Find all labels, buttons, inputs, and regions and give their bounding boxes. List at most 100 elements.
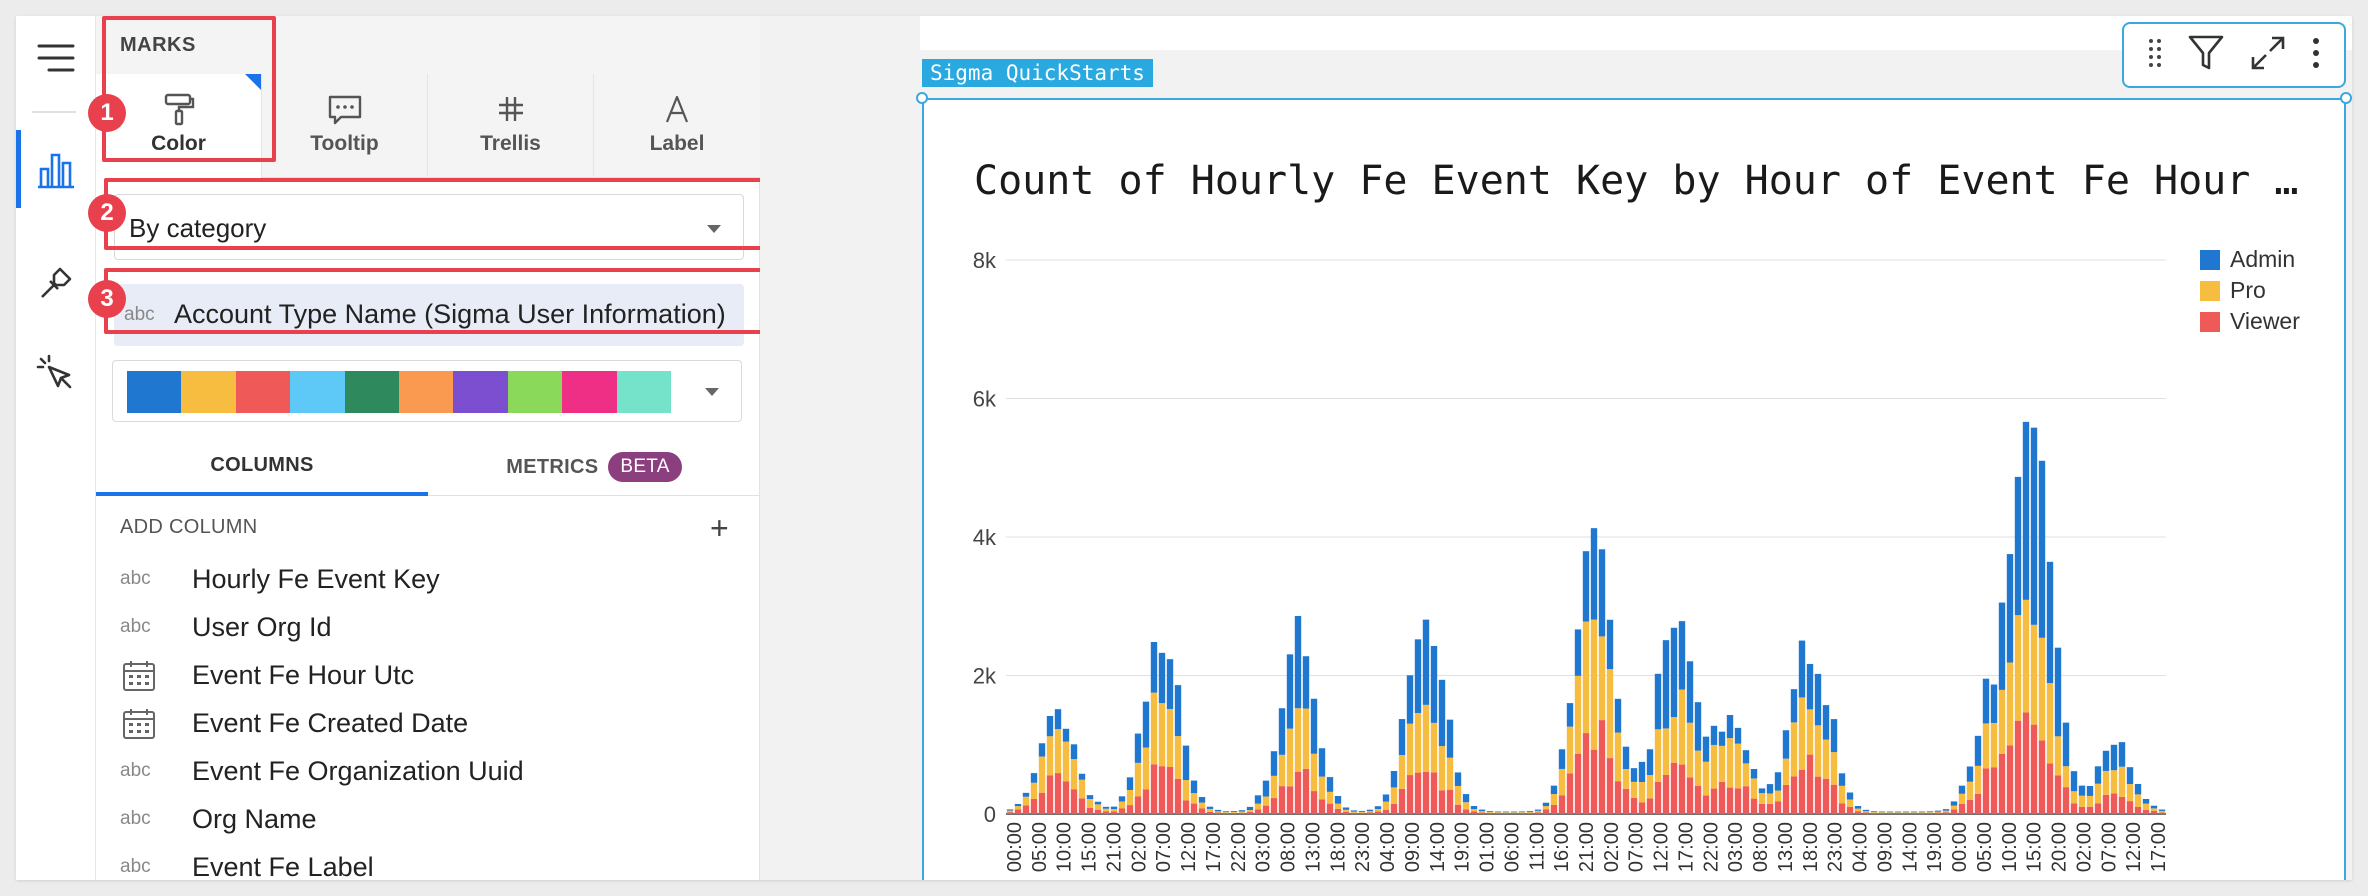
bar-segment-pro bbox=[2158, 810, 2166, 813]
tab-columns[interactable]: COLUMNS bbox=[96, 438, 428, 496]
bar-segment-pro bbox=[1302, 708, 1310, 769]
text-type-icon: abc bbox=[120, 808, 151, 829]
column-list-item[interactable]: abc Event Fe Label bbox=[96, 844, 760, 880]
color-mode-value: By category bbox=[129, 213, 267, 243]
bar-segment-viewer bbox=[1998, 754, 2006, 814]
bar-segment-viewer bbox=[1614, 781, 1622, 814]
palette-picker[interactable] bbox=[112, 360, 742, 422]
active-indicator bbox=[16, 130, 21, 208]
more-vertical-icon[interactable] bbox=[2311, 36, 2321, 75]
bar-segment-pro bbox=[1694, 750, 1702, 787]
bar-segment-admin bbox=[1958, 785, 1966, 794]
annotation-badge-3: 3 bbox=[88, 280, 126, 318]
bar-segment-admin bbox=[1918, 811, 1926, 813]
x-tick-label: 17:00 bbox=[1675, 822, 1697, 872]
menu-icon[interactable] bbox=[16, 26, 96, 90]
bar-segment-pro bbox=[1678, 689, 1686, 765]
bar-segment-admin bbox=[1302, 656, 1310, 709]
bar-segment-pro bbox=[1446, 757, 1454, 790]
filter-icon[interactable] bbox=[2188, 34, 2224, 77]
bar-segment-admin bbox=[1558, 749, 1566, 769]
legend-swatch bbox=[2200, 250, 2220, 270]
bar-segment-viewer bbox=[1846, 806, 1854, 814]
bar-segment-viewer bbox=[2014, 720, 2022, 814]
palette-swatch bbox=[562, 371, 617, 413]
bar-segment-viewer bbox=[1758, 803, 1766, 814]
bar-segment-admin bbox=[1902, 811, 1910, 813]
bar-segment-admin bbox=[1598, 549, 1606, 637]
bar-segment-admin bbox=[1214, 809, 1222, 812]
bar-segment-pro bbox=[1902, 812, 1910, 813]
bar-chart-icon[interactable] bbox=[16, 137, 96, 201]
bar-segment-viewer bbox=[1438, 790, 1446, 814]
bar-segment-viewer bbox=[1086, 807, 1094, 814]
bar-segment-admin bbox=[1782, 730, 1790, 759]
bar-segment-viewer bbox=[1150, 764, 1158, 814]
bar-segment-viewer bbox=[1406, 775, 1414, 814]
bar-segment-admin bbox=[1486, 811, 1494, 813]
bar-segment-viewer bbox=[2062, 787, 2070, 814]
tab-tooltip-label: Tooltip bbox=[310, 132, 379, 155]
bar-segment-pro bbox=[1230, 812, 1238, 813]
bar-segment-pro bbox=[1222, 812, 1230, 813]
bar-segment-viewer bbox=[1814, 776, 1822, 814]
paint-brush-icon[interactable] bbox=[16, 251, 96, 315]
x-tick-label: 06:00 bbox=[1501, 822, 1523, 872]
bar-segment-viewer bbox=[1878, 812, 1886, 814]
bar-segment-pro bbox=[1398, 755, 1406, 789]
column-list-item[interactable]: abc Hourly Fe Event Key bbox=[96, 556, 760, 604]
bar-segment-pro bbox=[1350, 811, 1358, 813]
bar-segment-viewer bbox=[2110, 793, 2118, 814]
bar-segment-pro bbox=[1278, 754, 1286, 787]
bar-segment-viewer bbox=[2070, 803, 2078, 814]
bar-segment-viewer bbox=[1766, 803, 1774, 814]
speech-bubble-icon bbox=[327, 92, 363, 126]
resize-handle[interactable] bbox=[2340, 92, 2352, 104]
bar-segment-admin bbox=[1526, 810, 1534, 812]
bar-segment-admin bbox=[1702, 736, 1710, 762]
bar-segment-viewer bbox=[1790, 776, 1798, 814]
bar-segment-admin bbox=[1894, 811, 1902, 813]
color-by-field-name: Account Type Name (Sigma User Informatio… bbox=[174, 299, 726, 329]
column-list-item[interactable]: abc Org Name bbox=[96, 796, 760, 844]
column-list-item[interactable]: abc Event Fe Organization Uuid bbox=[96, 748, 760, 796]
tab-trellis[interactable]: Trellis bbox=[428, 74, 594, 178]
tab-label[interactable]: Label bbox=[594, 74, 760, 178]
bar-segment-pro bbox=[1878, 812, 1886, 813]
bar-segment-viewer bbox=[1958, 803, 1966, 814]
column-list-item[interactable]: Event Fe Created Date bbox=[96, 700, 760, 748]
column-list-item[interactable]: abc User Org Id bbox=[96, 604, 760, 652]
interaction-cursor-icon[interactable] bbox=[16, 342, 96, 406]
bar-segment-viewer bbox=[2038, 740, 2046, 814]
column-list-item[interactable]: Event Fe Hour Utc bbox=[96, 652, 760, 700]
bar-segment-pro bbox=[1710, 744, 1718, 789]
bar-segment-viewer bbox=[1462, 809, 1470, 814]
add-column-button[interactable]: + bbox=[710, 510, 729, 546]
chart-card[interactable]: Count of Hourly Fe Event Key by Hour of … bbox=[922, 98, 2346, 880]
tab-metrics[interactable]: METRICS BETA bbox=[428, 438, 760, 496]
bar-segment-admin bbox=[1262, 780, 1270, 797]
bar-segment-pro bbox=[1982, 723, 1990, 769]
bar-segment-pro bbox=[1286, 728, 1294, 787]
bar-segment-viewer bbox=[1254, 809, 1262, 814]
bar-segment-pro bbox=[1766, 793, 1774, 804]
x-tick-label: 04:00 bbox=[1850, 822, 1872, 872]
color-by-field[interactable]: abc Account Type Name (Sigma User Inform… bbox=[114, 284, 744, 346]
column-name: Event Fe Label bbox=[192, 852, 374, 880]
bar-segment-pro bbox=[1974, 765, 1982, 794]
tab-color[interactable]: Color bbox=[96, 74, 262, 178]
bar-segment-admin bbox=[1726, 715, 1734, 739]
legend-swatch bbox=[2200, 281, 2220, 301]
x-tick-label: 00:00 bbox=[1004, 822, 1026, 872]
bar-segment-viewer bbox=[1478, 812, 1486, 814]
bar-segment-pro bbox=[1518, 812, 1526, 813]
tab-tooltip[interactable]: Tooltip bbox=[262, 74, 428, 178]
x-tick-label: 22:00 bbox=[1700, 822, 1722, 872]
bar-segment-pro bbox=[1334, 803, 1342, 809]
color-mode-dropdown[interactable]: By category bbox=[114, 194, 744, 260]
bar-segment-viewer bbox=[1686, 777, 1694, 814]
expand-icon[interactable] bbox=[2250, 35, 2286, 76]
resize-handle[interactable] bbox=[916, 92, 928, 104]
drag-handle-icon[interactable] bbox=[2147, 36, 2163, 75]
bar-segment-admin bbox=[1614, 698, 1622, 733]
